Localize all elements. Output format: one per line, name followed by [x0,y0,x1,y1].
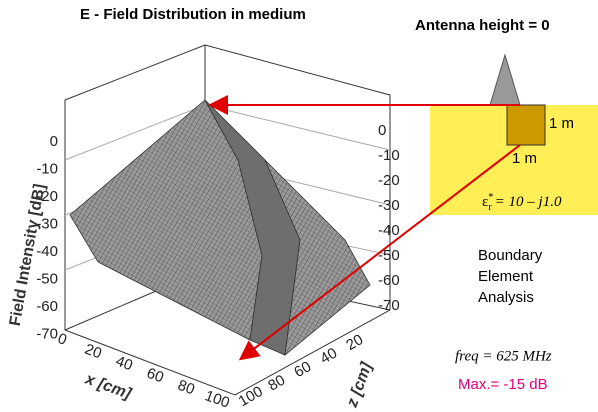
antenna [489,53,521,106]
method: Boundary Element Analysis [478,247,543,306]
left-tick: -30 [36,215,58,232]
surface [69,99,371,356]
left-tick: -70 [36,325,58,342]
right-tick: -10 [378,147,400,164]
sub: r [488,202,492,213]
method-line: Analysis [478,289,534,306]
z-tick: 40 [317,345,340,368]
z-tick: 100 [236,383,266,410]
z-tick: 20 [343,331,366,354]
z-label: z [cm] [343,360,375,411]
right-tick: -60 [378,272,400,289]
title: E - Field Distribution in medium [80,6,306,23]
x-tick: 60 [144,365,165,387]
left-tick: -60 [36,298,58,315]
arrow [238,144,521,361]
left-tick: -50 [36,270,58,287]
x-label: x [cm] [82,370,134,403]
right-tick: -40 [378,222,400,239]
frequency: freq = 625 MHz [455,348,552,364]
method-line: Element [478,268,534,285]
width-label: 1 m [549,115,574,132]
symbol: ε [482,194,488,210]
max-label: Max.= -15 dB [458,376,548,393]
left-tick: 0 [50,133,58,150]
x-tick: 80 [175,377,196,399]
left-tick: -20 [36,188,58,205]
right-tick: 0 [378,122,386,139]
depth-label: 1 m [512,150,537,167]
ticks: 0 -10 -20 -30 -40 -50 -60 -70 0 -10 -20 -30 -40 -50 -6… [36,122,399,412]
method-line: Boundary [478,247,543,264]
right-tick: -50 [378,247,400,264]
right-tick: -30 [378,197,400,214]
sup: * [488,192,493,203]
left-tick: -10 [36,160,58,177]
x-tick: 100 [203,387,232,412]
expression: = 10 – j1.0 [495,194,562,210]
left-tick: -40 [36,243,58,260]
box [506,104,546,146]
permittivity: ε* r = 10 – j1.0 [482,192,562,213]
z-tick: 80 [265,372,288,395]
z-tick: 60 [291,358,314,381]
right-tick: -70 [378,297,400,314]
x-tick: 40 [113,353,134,375]
antenna-label: Antenna height = 0 [415,17,550,34]
x-tick: 20 [82,341,103,363]
right-tick: -20 [378,172,400,189]
